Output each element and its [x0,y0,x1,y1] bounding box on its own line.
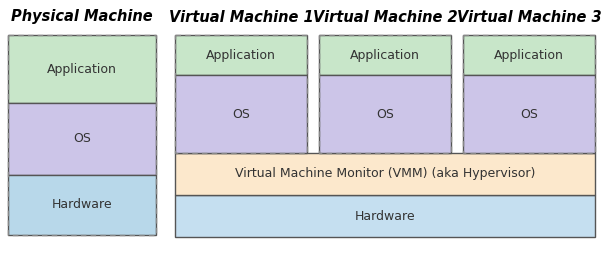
Bar [319,35,451,75]
Bar [463,75,595,153]
Text: Hardware: Hardware [355,209,415,222]
Bar [319,75,451,153]
Text: OS: OS [232,108,250,121]
Text: Hardware: Hardware [52,198,112,211]
Bar [8,35,156,235]
Text: Virtual Machine 3: Virtual Machine 3 [456,9,601,25]
Text: OS: OS [376,108,394,121]
Text: Virtual Machine 2: Virtual Machine 2 [313,9,457,25]
Text: Application: Application [494,48,564,61]
Text: Virtual Machine 1: Virtual Machine 1 [169,9,314,25]
Text: Physical Machine: Physical Machine [11,9,153,25]
Bar [175,153,595,195]
Text: Application: Application [47,62,117,76]
Bar [319,35,451,153]
Text: Virtual Machine Monitor (VMM) (aka Hypervisor): Virtual Machine Monitor (VMM) (aka Hyper… [235,167,535,180]
Bar [463,35,595,75]
Bar [175,75,307,153]
Bar [175,195,595,237]
Bar [175,35,307,75]
Text: Application: Application [206,48,276,61]
Bar [8,175,156,235]
Bar [175,35,307,153]
Text: OS: OS [73,133,91,145]
Bar [463,35,595,153]
Bar [8,103,156,175]
Bar [8,35,156,103]
Text: OS: OS [520,108,538,121]
Text: Application: Application [350,48,420,61]
